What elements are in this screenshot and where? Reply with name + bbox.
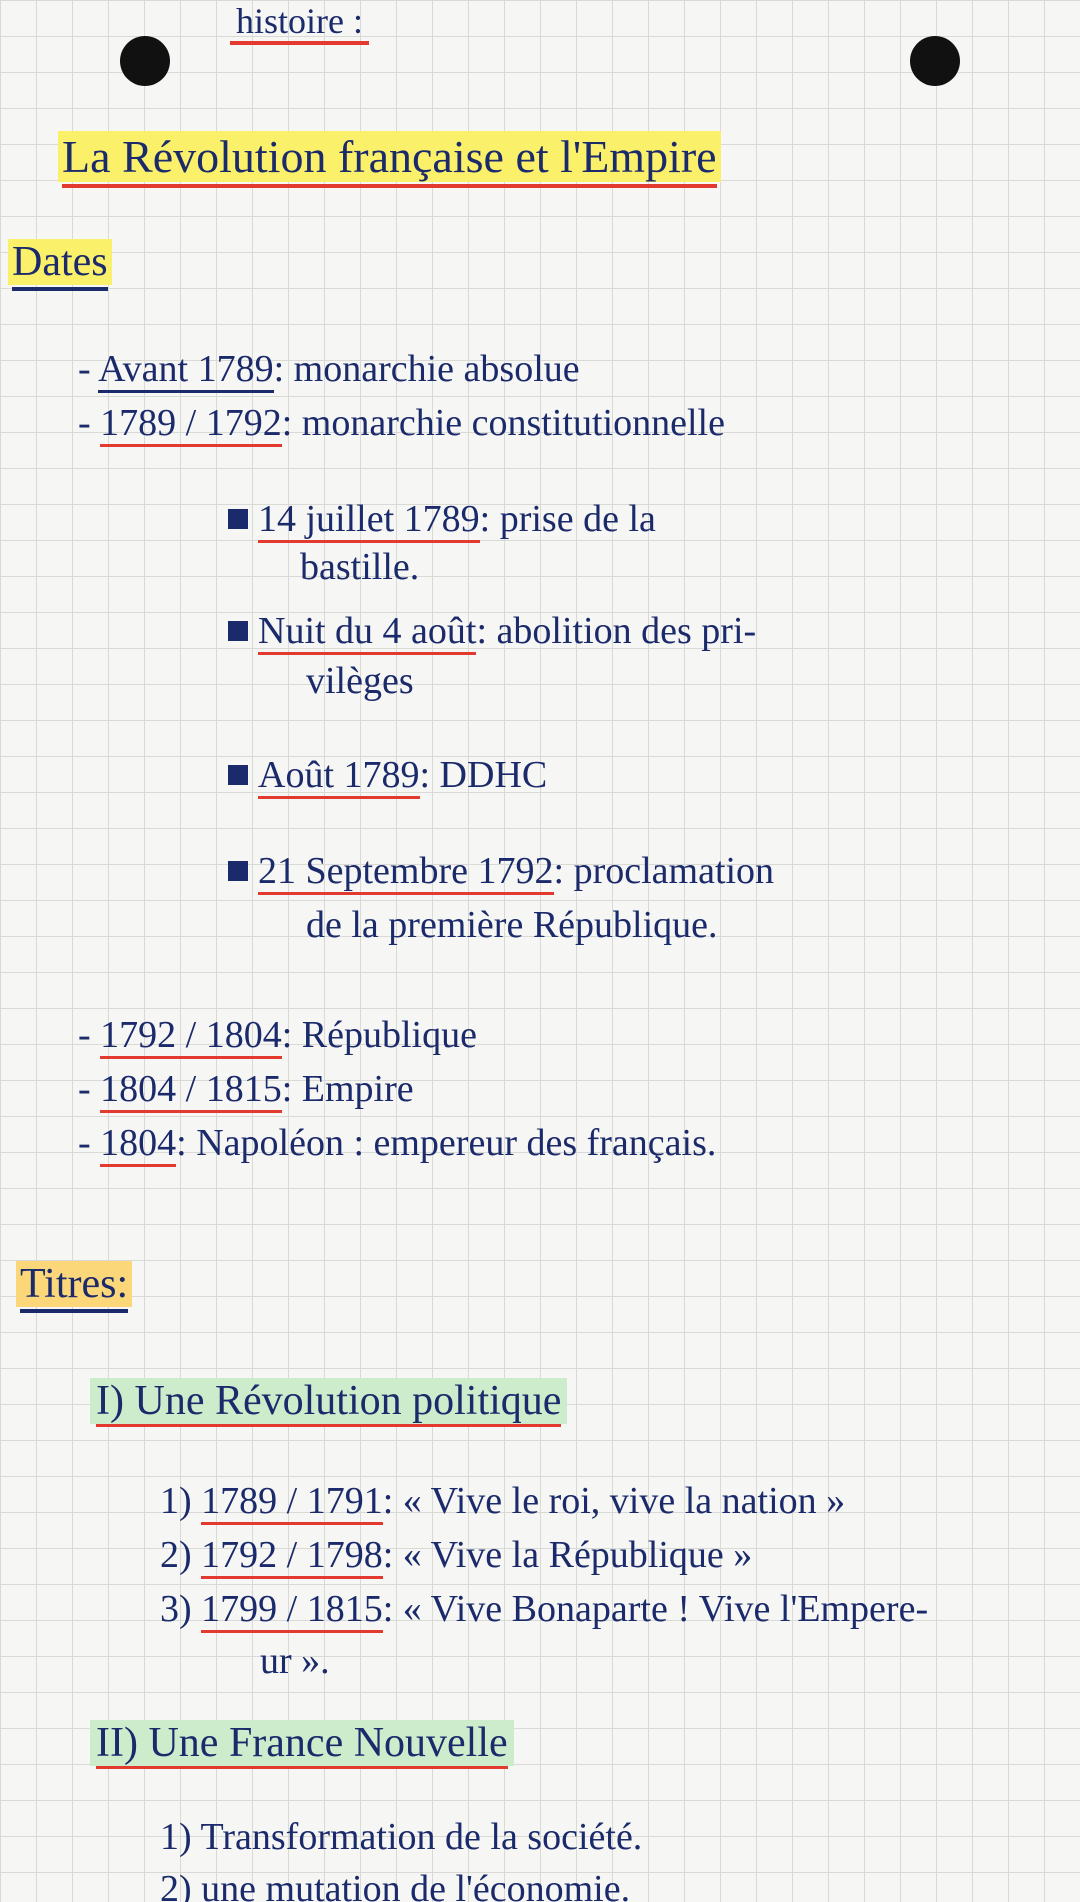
binder-hole-right — [910, 36, 960, 86]
outline-i: I) Une Révolution politique — [90, 1374, 567, 1428]
date-line: - Avant 1789: monarchie absolue — [78, 342, 580, 396]
notebook-page: histoire : La Révolution française et l'… — [0, 0, 1080, 1902]
outline-ii-1: 1) Transformation de la société. — [160, 1810, 642, 1864]
date-sub: Août 1789: DDHC — [228, 748, 547, 802]
outline-i-3: 3) 1799 / 1815: « Vive Bonaparte ! Vive … — [160, 1582, 928, 1636]
title-text: La Révolution française et l'Empire — [62, 131, 717, 188]
section-label-titres: Titres: — [16, 1260, 132, 1308]
subject-header: histoire : — [230, 0, 369, 42]
square-bullet-icon — [228, 621, 248, 641]
date-line: - 1792 / 1804: République — [78, 1008, 477, 1062]
binder-hole-left — [120, 36, 170, 86]
outline-i-3-cont: ur ». — [260, 1634, 330, 1688]
date-sub: Nuit du 4 août: abolition des pri- — [228, 604, 756, 658]
date-line: - 1789 / 1792: monarchie constitutionnel… — [78, 396, 725, 450]
page-title: La Révolution française et l'Empire — [58, 130, 721, 183]
date-sub: 14 juillet 1789: prise de la — [228, 492, 656, 546]
square-bullet-icon — [228, 861, 248, 881]
subject-text: histoire : — [230, 1, 369, 45]
outline-i-1: 1) 1789 / 1791: « Vive le roi, vive la n… — [160, 1474, 845, 1528]
square-bullet-icon — [228, 509, 248, 529]
outline-ii-2: 2) une mutation de l'économie. — [160, 1862, 630, 1902]
date-sub-cont: vilèges — [306, 654, 414, 708]
date-line: - 1804 / 1815: Empire — [78, 1062, 414, 1116]
square-bullet-icon — [228, 765, 248, 785]
outline-i-2: 2) 1792 / 1798: « Vive la République » — [160, 1528, 752, 1582]
date-sub: 21 Septembre 1792: proclamation — [228, 844, 774, 898]
section-label-dates: Dates — [8, 238, 112, 286]
outline-ii: II) Une France Nouvelle — [90, 1716, 514, 1770]
date-sub-cont: de la première République. — [306, 898, 718, 952]
date-sub-cont: bastille. — [300, 540, 419, 594]
date-line: - 1804: Napoléon : empereur des français… — [78, 1116, 716, 1170]
